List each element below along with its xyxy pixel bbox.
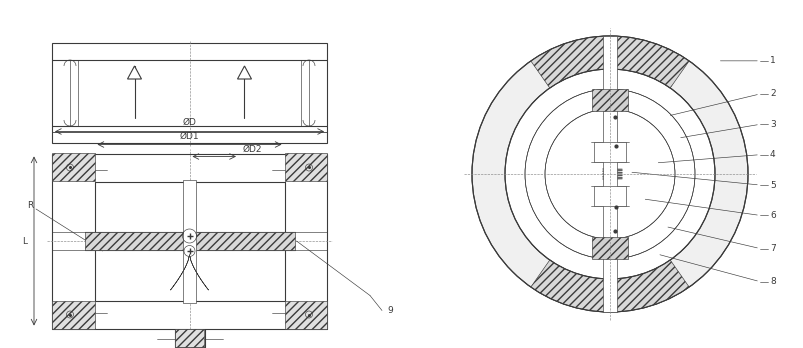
Text: ØD2: ØD2 (243, 144, 262, 153)
Text: 3: 3 (769, 120, 775, 129)
Polygon shape (237, 66, 251, 79)
Text: 1: 1 (769, 56, 775, 65)
Wedge shape (530, 260, 688, 312)
Text: R: R (26, 201, 33, 211)
Bar (602, 36, 617, 312)
Bar (84, 232, 294, 250)
Circle shape (471, 36, 747, 312)
Text: 5: 5 (769, 181, 775, 190)
Bar (593, 186, 626, 206)
Bar (591, 89, 627, 111)
Polygon shape (128, 66, 141, 79)
Text: 7: 7 (769, 244, 775, 253)
Bar (52, 301, 95, 329)
Text: 9: 9 (386, 306, 392, 315)
Text: 4: 4 (769, 150, 775, 159)
Bar (284, 301, 327, 329)
Text: 2: 2 (769, 89, 775, 98)
Text: 6: 6 (769, 211, 775, 220)
Bar (591, 237, 627, 259)
Text: ØD1: ØD1 (179, 132, 199, 141)
Bar (183, 180, 196, 302)
Bar (593, 142, 626, 162)
Bar (52, 153, 95, 182)
Bar (52, 43, 327, 143)
Text: ØD: ØD (182, 118, 196, 127)
Bar (174, 329, 204, 347)
Bar (284, 153, 327, 182)
Circle shape (504, 69, 714, 279)
Wedge shape (530, 36, 688, 88)
Text: L: L (22, 237, 27, 245)
Text: 8: 8 (769, 277, 775, 286)
